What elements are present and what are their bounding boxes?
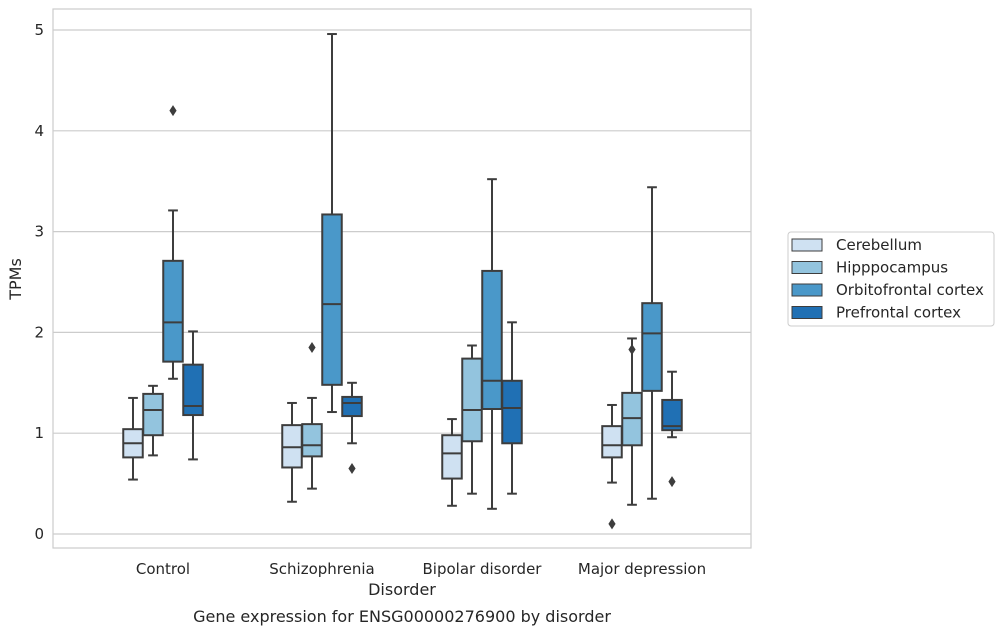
box-iqr [461, 357, 483, 443]
y-tick-label: 5 [34, 21, 44, 39]
y-tick-label: 4 [34, 122, 44, 140]
legend-label: Hipppocampus [836, 259, 948, 277]
y-tick-labels: 0 1 2 3 4 5 [34, 21, 44, 543]
legend-swatch [791, 283, 823, 297]
outlier-point [308, 342, 316, 354]
x-tick-label: Bipolar disorder [423, 560, 543, 578]
outlier-point [628, 344, 636, 356]
x-tick-labels: Control Schizophrenia Bipolar disorder Majo… [136, 560, 706, 578]
legend-frame [787, 231, 995, 327]
legend-label: Orbitofrontal cortex [836, 281, 984, 299]
box-hipppocampus [461, 344, 483, 495]
x-tick-label: Major depression [578, 560, 706, 578]
legend-label: Prefrontal cortex [836, 304, 961, 322]
box-cerebellum [122, 396, 144, 481]
y-tick-label: 0 [34, 525, 44, 543]
legend-swatch [791, 261, 823, 274]
outlier-point [668, 476, 676, 488]
y-axis-label: TPMs [6, 258, 25, 301]
box-iqr [321, 213, 343, 386]
box-iqr [341, 395, 363, 418]
legend-item: Prefrontal cortex [791, 304, 961, 322]
legend-swatch [791, 238, 823, 252]
box-iqr [481, 269, 503, 411]
box-iqr [601, 425, 623, 459]
legend: Cerebellum Hipppocampus Orbitofrontal cort… [787, 231, 995, 327]
box-iqr [661, 398, 683, 432]
box-prefrontal-cortex [182, 330, 204, 461]
box-iqr [142, 392, 164, 437]
box-cerebellum [441, 418, 463, 507]
box-prefrontal-cortex [661, 370, 683, 488]
box-iqr [162, 259, 184, 363]
boxes [122, 33, 683, 530]
outlier-point [348, 462, 356, 474]
box-orbitofrontal-cortex [641, 186, 663, 500]
legend-item: Hipppocampus [791, 259, 948, 277]
box-iqr [301, 423, 323, 458]
legend-label: Cerebellum [836, 236, 922, 254]
box-orbitofrontal-cortex [481, 178, 503, 510]
y-tick-label: 2 [34, 323, 44, 341]
box-iqr [641, 302, 663, 392]
box-hipppocampus [142, 384, 164, 457]
x-axis-label: Disorder [368, 580, 436, 599]
box-iqr [621, 391, 643, 447]
box-cerebellum [601, 403, 623, 530]
x-tick-label: Schizophrenia [269, 560, 374, 578]
chart-caption: Gene expression for ENSG00000276900 by d… [193, 607, 611, 626]
outlier-point [169, 105, 177, 117]
box-hipppocampus [621, 337, 643, 506]
box-prefrontal-cortex [501, 321, 523, 495]
y-tick-label: 3 [34, 223, 44, 241]
box-iqr [281, 424, 303, 469]
box-orbitofrontal-cortex [321, 33, 343, 414]
box-iqr [182, 363, 204, 417]
legend-swatch [791, 306, 823, 319]
box-iqr [441, 434, 463, 480]
legend-item: Orbitofrontal cortex [791, 281, 984, 299]
box-prefrontal-cortex [341, 381, 363, 474]
box-hipppocampus [301, 342, 323, 490]
outlier-point [608, 518, 616, 530]
legend-item: Cerebellum [791, 236, 922, 254]
box-iqr [501, 379, 523, 445]
y-tick-label: 1 [34, 424, 44, 442]
x-tick-label: Control [136, 560, 190, 578]
plot-area [52, 8, 752, 549]
box-orbitofrontal-cortex [162, 105, 184, 380]
